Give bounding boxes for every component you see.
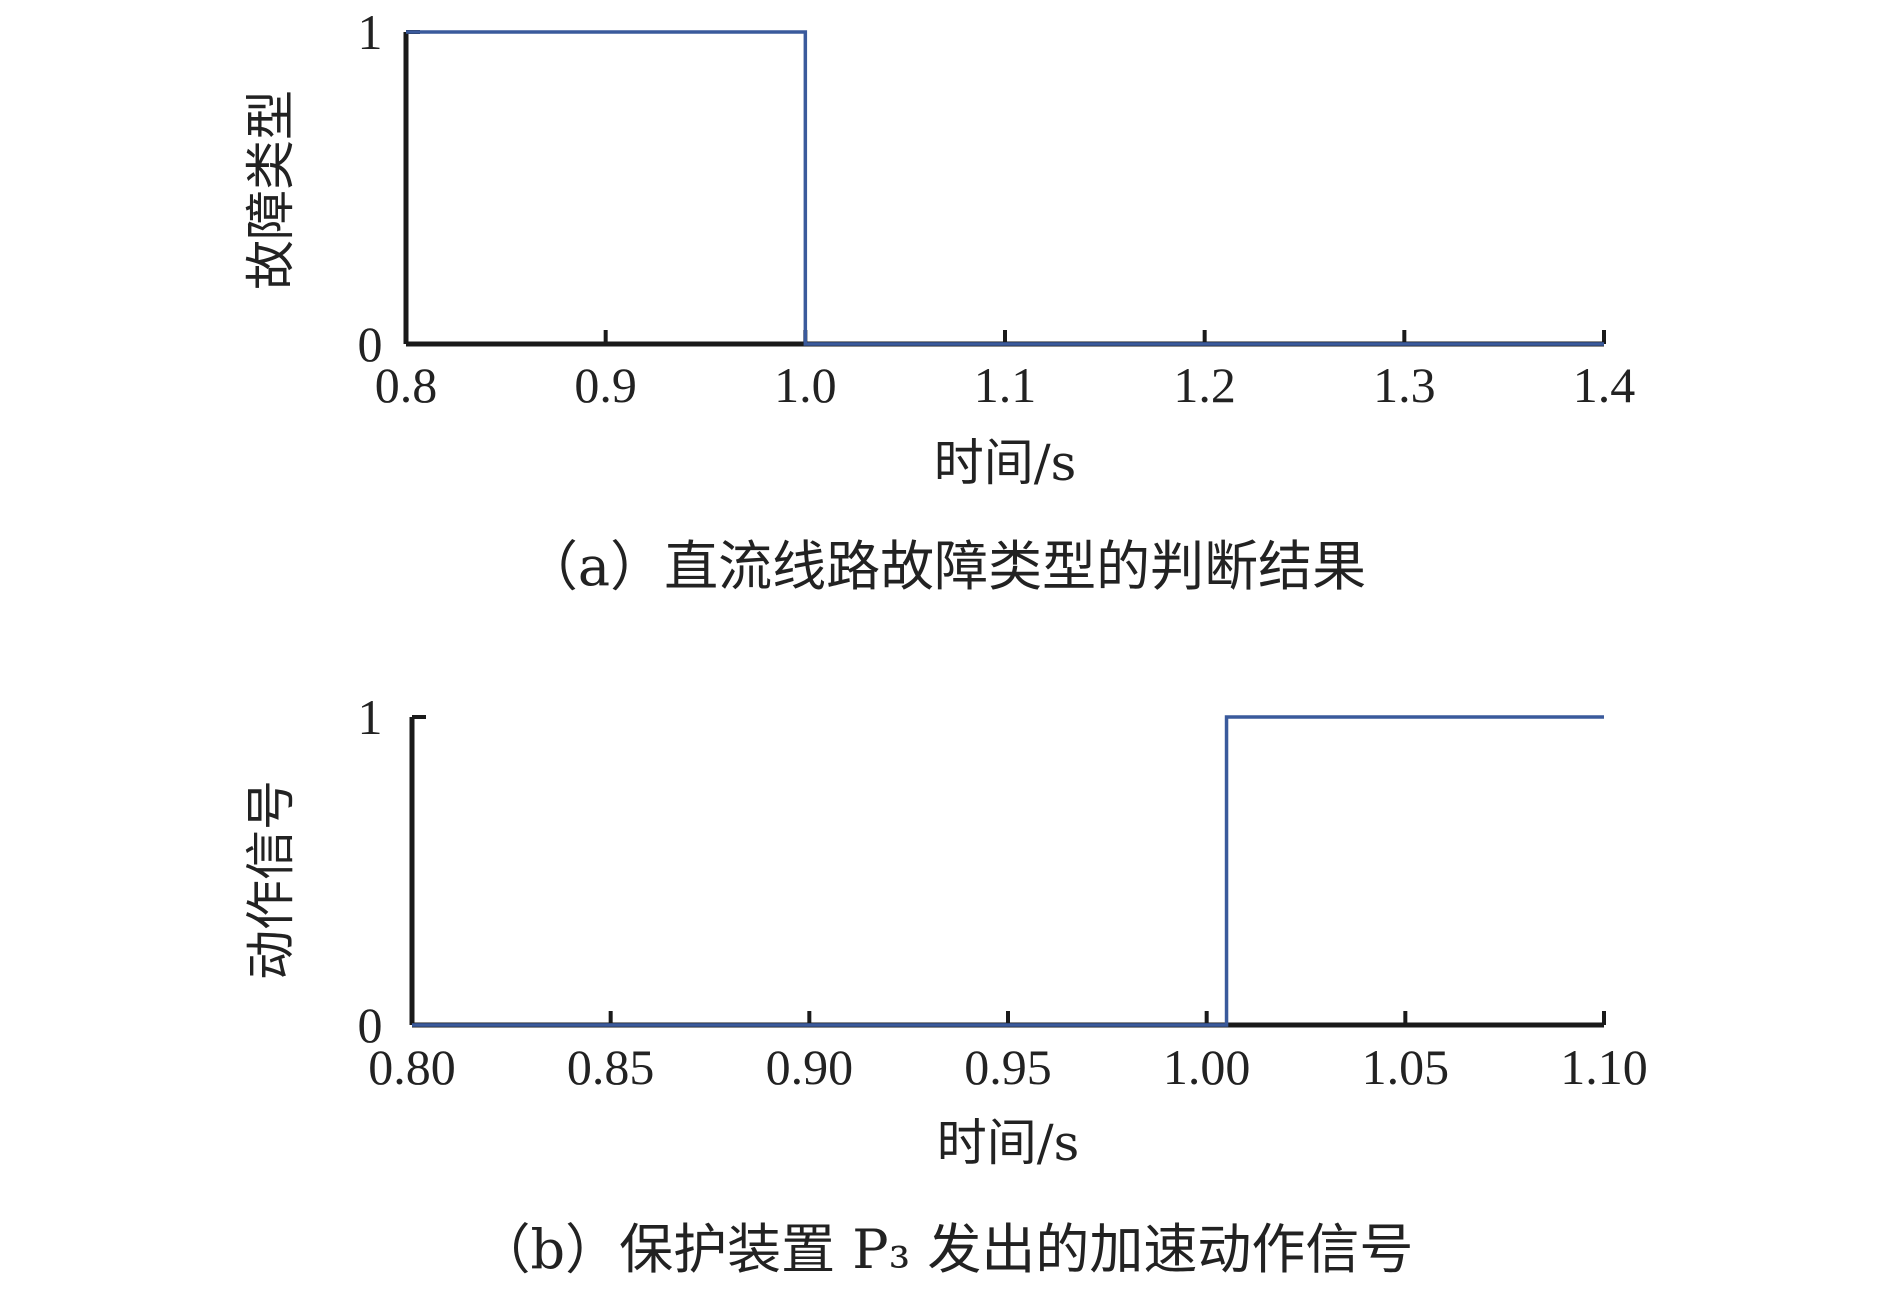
x-tick-label: 1.05 — [1362, 1039, 1450, 1095]
x-tick-label: 1.00 — [1163, 1039, 1251, 1095]
x-tick-label: 1.10 — [1560, 1039, 1648, 1095]
chart-caption: （b）保护装置 P₃ 发出的加速动作信号 — [477, 1218, 1414, 1281]
y-tick-label: 1 — [358, 689, 383, 745]
y-axis-title: 故障类型 — [242, 90, 300, 290]
x-tick-label: 0.80 — [368, 1039, 456, 1095]
x-tick-label: 0.95 — [964, 1039, 1052, 1095]
x-tick-label: 0.90 — [766, 1039, 854, 1095]
x-axis-title: 时间/s — [937, 1114, 1080, 1172]
x-tick-label: 0.85 — [567, 1039, 655, 1095]
x-tick-label: 1.2 — [1173, 357, 1236, 413]
y-axis-title: 动作信号 — [242, 780, 300, 980]
series-line — [412, 715, 1604, 1027]
y-tick-label: 0 — [358, 316, 383, 372]
chart-caption: （a）直流线路故障类型的判断结果 — [524, 535, 1366, 598]
x-tick-label: 1.3 — [1373, 357, 1436, 413]
x-tick-label: 0.8 — [375, 357, 438, 413]
x-tick-label: 1.0 — [774, 357, 837, 413]
x-tick-label: 1.4 — [1573, 357, 1636, 413]
y-tick-label: 1 — [358, 4, 383, 60]
series-line — [406, 30, 1604, 346]
x-tick-label: 0.9 — [574, 357, 637, 413]
x-tick-label: 1.1 — [974, 357, 1037, 413]
y-tick-label: 0 — [358, 997, 383, 1053]
x-axis-title: 时间/s — [934, 434, 1077, 492]
